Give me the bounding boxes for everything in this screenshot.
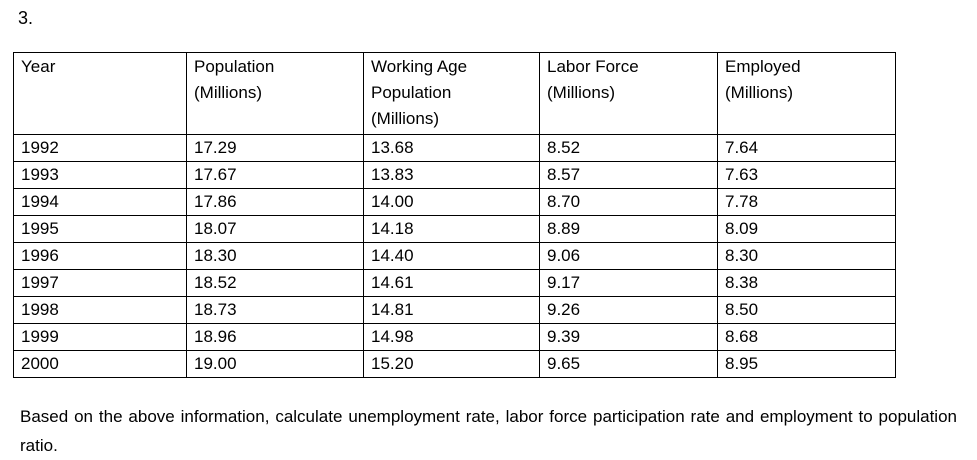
header-line: Year bbox=[21, 57, 56, 76]
cell-labor-force: 8.52 bbox=[539, 134, 718, 162]
cell-population: 17.29 bbox=[186, 134, 364, 162]
cell-working-age-population: 13.83 bbox=[363, 161, 540, 189]
cell-population: 18.07 bbox=[186, 215, 364, 243]
header-employed: Employed (Millions) bbox=[717, 52, 896, 135]
cell-year: 1999 bbox=[13, 323, 187, 351]
table-row: 1993 17.67 13.83 8.57 7.63 bbox=[13, 161, 896, 189]
cell-population: 17.86 bbox=[186, 188, 364, 216]
cell-employed: 8.50 bbox=[717, 296, 896, 324]
cell-working-age-population: 15.20 bbox=[363, 350, 540, 378]
cell-labor-force: 9.06 bbox=[539, 242, 718, 270]
table-row: 1995 18.07 14.18 8.89 8.09 bbox=[13, 215, 896, 243]
cell-labor-force: 8.70 bbox=[539, 188, 718, 216]
cell-year: 1998 bbox=[13, 296, 187, 324]
cell-employed: 7.64 bbox=[717, 134, 896, 162]
cell-population: 18.30 bbox=[186, 242, 364, 270]
header-line: (Millions) bbox=[547, 83, 615, 102]
table-row: 1999 18.96 14.98 9.39 8.68 bbox=[13, 323, 896, 351]
cell-population: 17.67 bbox=[186, 161, 364, 189]
header-working-age-population: Working Age Population (Millions) bbox=[363, 52, 540, 135]
cell-working-age-population: 14.00 bbox=[363, 188, 540, 216]
cell-working-age-population: 14.98 bbox=[363, 323, 540, 351]
header-line: (Millions) bbox=[725, 83, 793, 102]
table-row: 1994 17.86 14.00 8.70 7.78 bbox=[13, 188, 896, 216]
cell-working-age-population: 14.40 bbox=[363, 242, 540, 270]
cell-employed: 8.09 bbox=[717, 215, 896, 243]
header-row: Year Population (Millions) Working Age P… bbox=[13, 52, 896, 135]
cell-employed: 8.38 bbox=[717, 269, 896, 297]
table-row: 1998 18.73 14.81 9.26 8.50 bbox=[13, 296, 896, 324]
header-population: Population (Millions) bbox=[186, 52, 364, 135]
header-line: Labor Force bbox=[547, 57, 639, 76]
cell-employed: 8.95 bbox=[717, 350, 896, 378]
table-row: 1996 18.30 14.40 9.06 8.30 bbox=[13, 242, 896, 270]
cell-labor-force: 8.57 bbox=[539, 161, 718, 189]
cell-employed: 8.68 bbox=[717, 323, 896, 351]
header-labor-force: Labor Force (Millions) bbox=[539, 52, 718, 135]
cell-year: 1993 bbox=[13, 161, 187, 189]
cell-year: 1992 bbox=[13, 134, 187, 162]
header-line: Working Age bbox=[371, 57, 468, 76]
cell-population: 18.73 bbox=[186, 296, 364, 324]
cell-population: 18.96 bbox=[186, 323, 364, 351]
cell-year: 1994 bbox=[13, 188, 187, 216]
cell-working-age-population: 14.18 bbox=[363, 215, 540, 243]
cell-labor-force: 8.89 bbox=[539, 215, 718, 243]
table-header: Year Population (Millions) Working Age P… bbox=[13, 52, 896, 135]
cell-employed: 7.78 bbox=[717, 188, 896, 216]
table-row: 2000 19.00 15.20 9.65 8.95 bbox=[13, 350, 896, 378]
cell-working-age-population: 14.81 bbox=[363, 296, 540, 324]
header-line: Population bbox=[371, 83, 452, 102]
cell-year: 1995 bbox=[13, 215, 187, 243]
cell-population: 19.00 bbox=[186, 350, 364, 378]
question-number: 3. bbox=[18, 8, 34, 28]
labor-statistics-table: Year Population (Millions) Working Age P… bbox=[13, 52, 896, 378]
table-row: 1997 18.52 14.61 9.17 8.38 bbox=[13, 269, 896, 297]
cell-year: 1996 bbox=[13, 242, 187, 270]
cell-year: 1997 bbox=[13, 269, 187, 297]
cell-labor-force: 9.65 bbox=[539, 350, 718, 378]
cell-labor-force: 9.26 bbox=[539, 296, 718, 324]
cell-labor-force: 9.39 bbox=[539, 323, 718, 351]
cell-working-age-population: 14.61 bbox=[363, 269, 540, 297]
cell-employed: 8.30 bbox=[717, 242, 896, 270]
header-line: (Millions) bbox=[194, 83, 262, 102]
question-text: Based on the above information, calculat… bbox=[20, 407, 957, 455]
cell-labor-force: 9.17 bbox=[539, 269, 718, 297]
header-line: Population bbox=[194, 57, 275, 76]
table-row: 1992 17.29 13.68 8.52 7.64 bbox=[13, 134, 896, 162]
header-line: (Millions) bbox=[371, 109, 439, 128]
table-body: 1992 17.29 13.68 8.52 7.64 1993 17.67 13… bbox=[13, 134, 896, 378]
cell-year: 2000 bbox=[13, 350, 187, 378]
header-year: Year bbox=[13, 52, 187, 135]
cell-employed: 7.63 bbox=[717, 161, 896, 189]
header-line: Employed bbox=[725, 57, 801, 76]
cell-population: 18.52 bbox=[186, 269, 364, 297]
cell-working-age-population: 13.68 bbox=[363, 134, 540, 162]
